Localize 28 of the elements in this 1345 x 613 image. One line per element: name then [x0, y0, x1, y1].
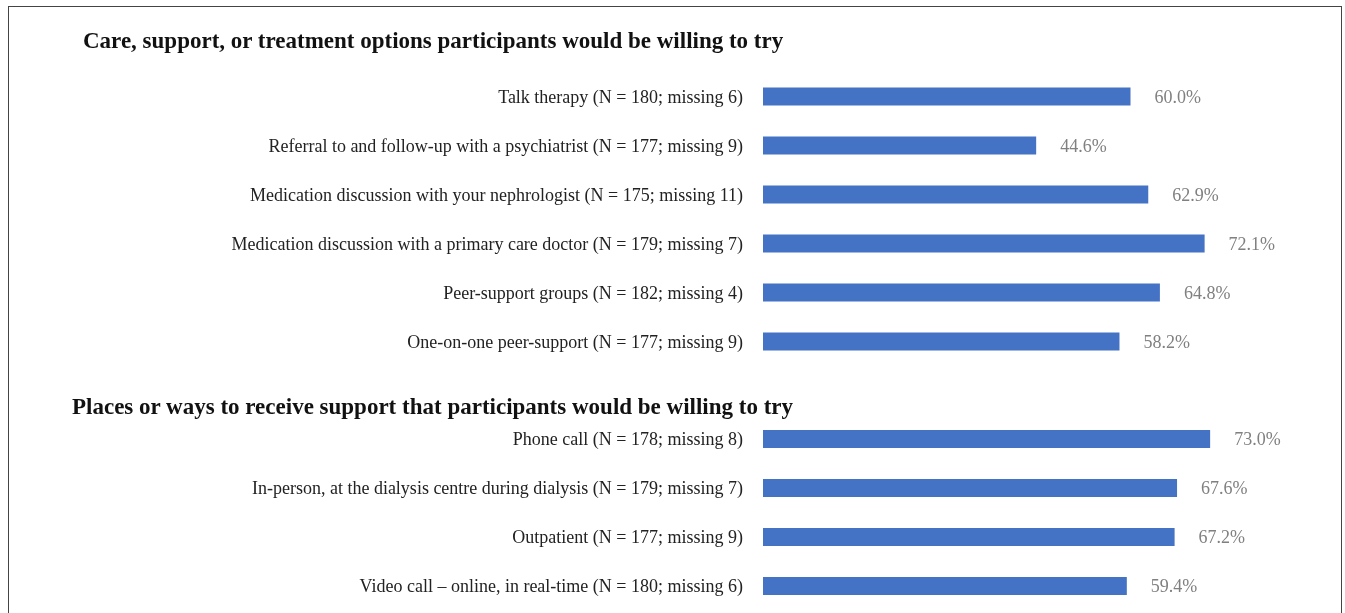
data-label: 62.9%: [1172, 184, 1219, 205]
y-tick-label: Medication discussion with a primary care doctor (N = 179; missing 7): [231, 233, 743, 255]
data-label: 59.4%: [1150, 576, 1198, 596]
data-label: 67.2%: [1198, 527, 1246, 547]
text: Care, support, or treatment options participants would be willing to try: [83, 28, 784, 53]
data-label: 73.0%: [1234, 429, 1281, 449]
data-label: 64.8%: [1183, 282, 1231, 303]
bar: [763, 185, 1149, 204]
text: Places or ways to receive support that participants would be willing to try: [72, 394, 794, 419]
y-tick-label: Peer-support groups (N = 182; missing 4): [443, 282, 743, 304]
y-tick-label: Outpatient (N = 177; missing 9): [512, 527, 743, 548]
data-label: 67.6%: [1201, 478, 1248, 498]
y-tick-label: Referral to and follow-up with a psychiatrist (N = 177; missing 9): [268, 135, 743, 157]
data-label: 60.0%: [1154, 86, 1201, 107]
y-tick-label: Phone call (N = 178; missing 8): [512, 429, 743, 450]
bar: [763, 283, 1160, 302]
data-label: 44.6%: [1060, 135, 1107, 156]
y-tick-label: Medication discussion with your nephrologist (N = 175; missing 11): [250, 184, 743, 206]
y-tick-label: In-person, at the dialysis centre during dialysis (N = 179; missing 7): [251, 478, 743, 499]
y-tick-label: Video call – online, in real-time (N = 180; missing 6): [359, 576, 743, 597]
bar: [763, 136, 1037, 155]
data-label: 58.2%: [1143, 331, 1190, 352]
y-tick-label: One-on-one peer-support (N = 177; missing 9): [407, 331, 743, 353]
bar: [763, 87, 1131, 106]
bar: [763, 332, 1120, 351]
y-tick-label: Talk therapy (N = 180; missing 6): [498, 86, 743, 108]
bar: [763, 234, 1205, 253]
data-label: 72.1%: [1228, 233, 1276, 254]
